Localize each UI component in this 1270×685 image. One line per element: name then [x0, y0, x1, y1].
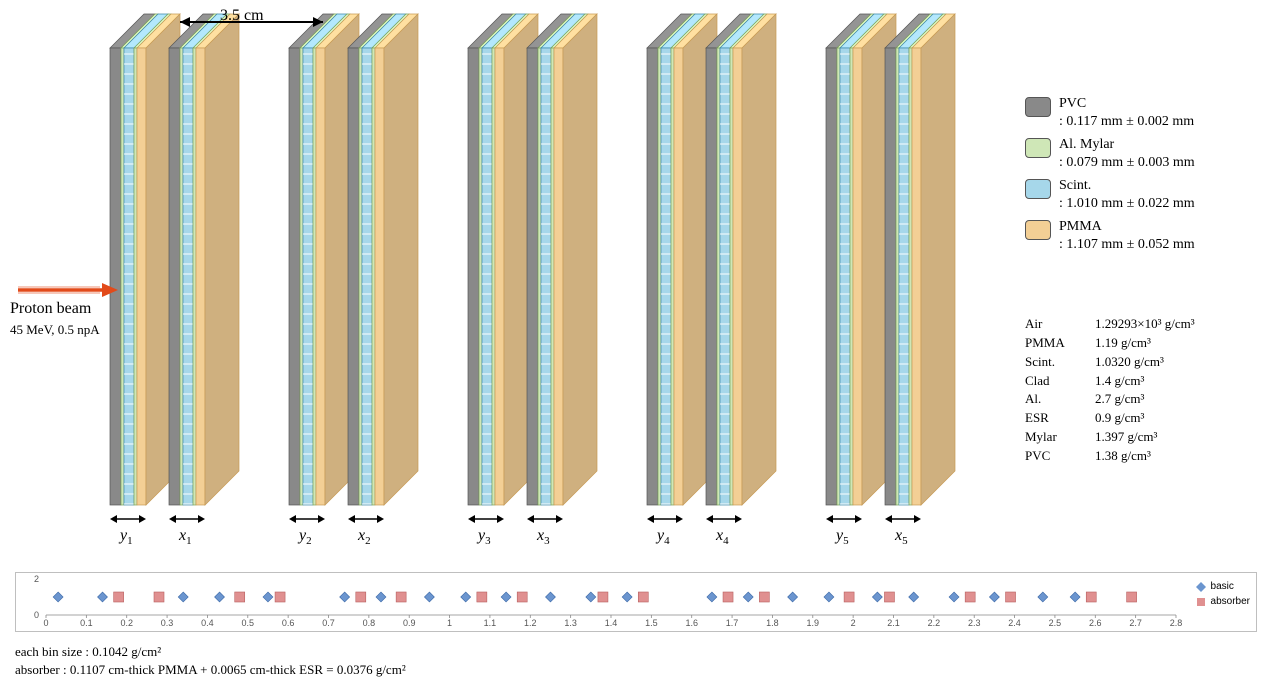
- chart-legend: basic absorber: [1196, 581, 1250, 611]
- x-tick: 1.8: [766, 618, 779, 628]
- density-row: Scint.1.0320 g/cm³: [1025, 353, 1255, 372]
- x-tick: 0.9: [403, 618, 416, 628]
- x-tick: 2.6: [1089, 618, 1102, 628]
- square-icon: [1196, 597, 1206, 607]
- y-tick: 0: [34, 610, 39, 620]
- legend-swatch: [1025, 179, 1051, 199]
- density-row: PMMA1.19 g/cm³: [1025, 334, 1255, 353]
- x-tick: 1.5: [645, 618, 658, 628]
- footnote-2: absorber : 0.1107 cm-thick PMMA + 0.0065…: [15, 662, 406, 678]
- legend-row: PVC: 0.117 mm ± 0.002 mm: [1025, 95, 1265, 130]
- diamond-icon: [1196, 582, 1206, 592]
- beam-sublabel: 45 MeV, 0.5 npA: [10, 322, 100, 338]
- density-row: Clad1.4 g/cm³: [1025, 372, 1255, 391]
- density-row: Al.2.7 g/cm³: [1025, 390, 1255, 409]
- x-tick: 2: [851, 618, 856, 628]
- x-tick: 0.6: [282, 618, 295, 628]
- x-tick: 1.1: [484, 618, 497, 628]
- x-tick: 1: [447, 618, 452, 628]
- legend-text: Scint.: 1.010 mm ± 0.022 mm: [1059, 177, 1195, 212]
- chart-legend-basic: basic: [1211, 581, 1234, 592]
- module-spacing-label: 3.5 cm: [220, 7, 264, 25]
- axis-label: x4: [716, 527, 729, 547]
- x-tick: 1.2: [524, 618, 537, 628]
- material-legend: PVC: 0.117 mm ± 0.002 mm Al. Mylar: 0.079…: [1025, 95, 1265, 259]
- axis-label: y3: [478, 527, 491, 547]
- density-row: ESR0.9 g/cm³: [1025, 409, 1255, 428]
- x-tick: 1.7: [726, 618, 739, 628]
- chart-legend-absorber: absorber: [1211, 596, 1250, 607]
- axis-label: x3: [537, 527, 550, 547]
- density-row: Mylar1.397 g/cm³: [1025, 428, 1255, 447]
- axis-label: y4: [657, 527, 670, 547]
- axis-label: y2: [299, 527, 312, 547]
- position-chart: basic absorber 0 0.1 0.2 0.3 0.4 0.5 0.6 0.7 0.8…: [15, 572, 1257, 632]
- legend-swatch: [1025, 97, 1051, 117]
- x-tick: 0.8: [363, 618, 376, 628]
- legend-swatch: [1025, 220, 1051, 240]
- legend-row: Scint.: 1.010 mm ± 0.022 mm: [1025, 177, 1265, 212]
- x-tick: 2.4: [1008, 618, 1021, 628]
- footnote-1: each bin size : 0.1042 g/cm²: [15, 644, 161, 660]
- legend-text: Al. Mylar: 0.079 mm ± 0.003 mm: [1059, 136, 1195, 171]
- legend-row: PMMA: 1.107 mm ± 0.052 mm: [1025, 218, 1265, 253]
- density-list: Air1.29293×10³ g/cm³PMMA1.19 g/cm³Scint.…: [1025, 315, 1255, 466]
- x-tick: 2.8: [1170, 618, 1183, 628]
- x-tick: 2.2: [928, 618, 941, 628]
- x-tick: 0.2: [120, 618, 133, 628]
- axis-label: x2: [358, 527, 371, 547]
- axis-label: y5: [836, 527, 849, 547]
- x-tick: 1.4: [605, 618, 618, 628]
- axis-label: x5: [895, 527, 908, 547]
- beam-label: Proton beam: [10, 300, 91, 318]
- x-tick: 0.3: [161, 618, 174, 628]
- axis-label: x1: [179, 527, 192, 547]
- x-tick: 1.9: [807, 618, 820, 628]
- x-tick: 1.3: [564, 618, 577, 628]
- x-tick: 0.7: [322, 618, 335, 628]
- x-tick: 0.5: [242, 618, 255, 628]
- legend-text: PMMA: 1.107 mm ± 0.052 mm: [1059, 218, 1195, 253]
- x-tick: 2.1: [887, 618, 900, 628]
- legend-text: PVC: 0.117 mm ± 0.002 mm: [1059, 95, 1194, 130]
- x-tick: 2.5: [1049, 618, 1062, 628]
- detector-diagram: [0, 0, 1010, 560]
- y-tick: 2: [34, 574, 39, 584]
- x-tick: 0: [43, 618, 48, 628]
- x-tick: 2.7: [1129, 618, 1142, 628]
- density-row: Air1.29293×10³ g/cm³: [1025, 315, 1255, 334]
- axis-label: y1: [120, 527, 133, 547]
- x-tick: 1.6: [685, 618, 698, 628]
- x-tick: 0.1: [80, 618, 93, 628]
- x-tick: 2.3: [968, 618, 981, 628]
- density-row: PVC1.38 g/cm³: [1025, 447, 1255, 466]
- legend-swatch: [1025, 138, 1051, 158]
- legend-row: Al. Mylar: 0.079 mm ± 0.003 mm: [1025, 136, 1265, 171]
- page-root: 3.5 cm Proton beam 45 MeV, 0.5 npA y1 x1 y…: [0, 0, 1270, 685]
- x-tick: 0.4: [201, 618, 214, 628]
